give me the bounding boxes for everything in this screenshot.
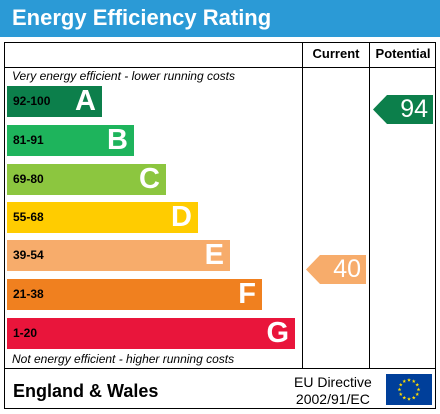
eu-directive-line2: 2002/91/EC (295, 391, 370, 407)
band-letter: C (139, 163, 160, 195)
band-letter: A (75, 85, 96, 117)
page-title: Energy Efficiency Rating (12, 5, 272, 30)
current-rating-value: 40 (333, 255, 361, 283)
band-letter: B (107, 124, 128, 156)
eu-directive-label: EU Directive 2002/91/EC (294, 374, 372, 408)
bottom-hint-text: Not energy efficient - higher running co… (12, 352, 235, 366)
band-b: 81-91 B (7, 125, 134, 156)
rating-chart-frame (4, 42, 436, 409)
band-f: 21-38 F (7, 279, 262, 310)
header-separator (4, 67, 436, 68)
band-range-label: 69-80 (13, 172, 44, 186)
band-letter: E (204, 239, 224, 271)
band-letter: D (171, 201, 192, 233)
eu-star (397, 387, 402, 392)
eu-star (402, 379, 407, 383)
eu-star (415, 382, 420, 387)
band-g: 1-20 G (7, 318, 295, 349)
eu-flag-icon (386, 374, 432, 405)
potential-rating-arrow: 94 (373, 95, 433, 124)
eu-star (411, 395, 416, 400)
top-hint-text: Very energy efficient - lower running co… (12, 69, 235, 83)
eu-star (398, 382, 403, 387)
eu-flag-stars (397, 378, 421, 401)
eu-star (411, 379, 416, 383)
band-letter: G (266, 317, 289, 349)
potential-column-header: Potential (375, 46, 431, 61)
title-bar: Energy Efficiency Rating (0, 0, 440, 37)
band-e: 39-54 E (7, 240, 230, 271)
band-range-label: 55-68 (13, 210, 44, 224)
current-column-header: Current (312, 46, 360, 61)
band-range-label: 1-20 (13, 326, 38, 340)
band-letter: F (238, 278, 256, 310)
band-c: 69-80 C (7, 164, 166, 195)
column-divider-potential (369, 42, 370, 368)
eu-star (402, 395, 407, 400)
current-rating-arrow: 40 (306, 255, 366, 284)
eu-star (398, 392, 403, 396)
column-divider-current (302, 42, 303, 368)
band-range-label: 21-38 (13, 287, 44, 301)
eu-star (407, 378, 411, 382)
footer-separator (4, 368, 436, 369)
eu-directive-line1: EU Directive (294, 374, 372, 390)
eu-star (416, 387, 421, 392)
band-a: 92-100 A (7, 86, 102, 117)
eu-star (407, 397, 411, 401)
region-label: England & Wales (13, 381, 159, 401)
band-range-label: 81-91 (13, 133, 44, 147)
potential-rating-value: 94 (400, 95, 428, 123)
band-d: 55-68 D (7, 202, 198, 233)
eu-star (415, 392, 420, 396)
band-range-label: 92-100 (13, 94, 51, 108)
band-range-label: 39-54 (13, 248, 44, 262)
